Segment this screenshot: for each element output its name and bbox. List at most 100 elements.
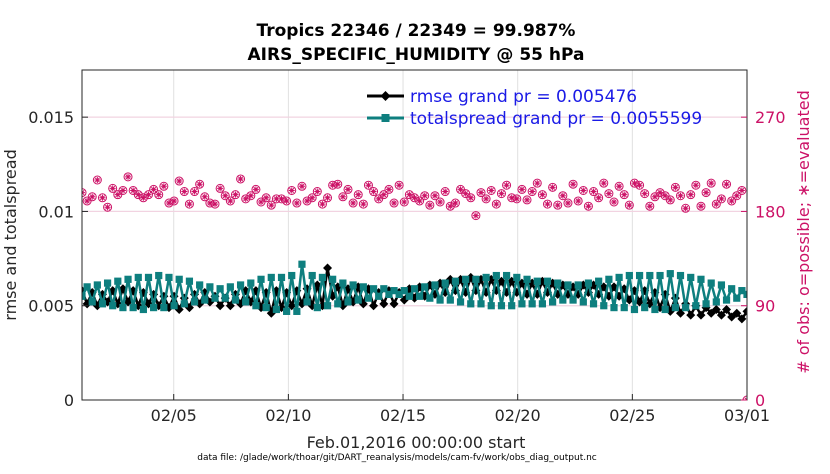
obs-count-point	[123, 172, 133, 182]
obs-possible-marker	[82, 188, 87, 198]
obs-possible-marker	[343, 184, 353, 194]
obs-count-point	[118, 185, 128, 195]
totalspread-point	[482, 273, 490, 282]
totalspread-point	[262, 304, 270, 312]
totalspread-point	[722, 296, 731, 304]
obs-evaluated-marker	[631, 180, 638, 187]
obs-count-point	[292, 198, 302, 208]
obs-evaluated-marker	[247, 192, 254, 199]
totalspread-point	[410, 285, 419, 293]
totalspread-point	[277, 273, 286, 282]
obs-count-point	[676, 191, 685, 201]
obs-count-point	[307, 193, 317, 203]
obs-count-point	[169, 196, 179, 206]
obs-possible-marker	[230, 190, 240, 200]
obs-count-point	[450, 198, 460, 208]
totalspread-point	[349, 281, 357, 289]
totalspread-point	[257, 275, 265, 283]
totalspread-point	[497, 302, 506, 310]
obs-count-point	[261, 193, 271, 203]
totalspread-point	[584, 279, 593, 287]
totalspread-point	[139, 305, 147, 314]
obs-possible-marker	[604, 189, 614, 199]
obs-possible-marker	[184, 199, 194, 209]
y-left-tick-label: 0	[64, 391, 74, 410]
obs-evaluated-marker	[401, 199, 408, 205]
obs-count-point	[184, 199, 194, 209]
obs-count-point	[543, 199, 552, 209]
obs-count-point	[374, 194, 384, 204]
obs-possible-marker	[389, 198, 399, 208]
totalspread-point	[385, 290, 393, 298]
obs-count-point	[200, 192, 210, 202]
totalspread-point	[93, 281, 101, 289]
obs-evaluated-marker	[508, 194, 515, 201]
obs-count-point	[732, 191, 742, 201]
obs-evaluated-marker	[135, 191, 142, 198]
rmse-point	[737, 314, 747, 324]
obs-count-point	[645, 201, 655, 211]
totalspread-point	[421, 283, 429, 291]
obs-possible-marker	[410, 193, 419, 203]
chart-title-line2: AIRS_SPECIFIC_HUMIDITY @ 55 hPa	[248, 45, 585, 65]
obs-count-point	[343, 184, 353, 194]
obs-count-point	[614, 181, 624, 191]
x-axis-label: Feb.01,2016 00:00:00 start	[307, 433, 526, 452]
obs-possible-marker	[517, 184, 527, 194]
rmse-point	[716, 310, 726, 320]
obs-possible-marker	[353, 190, 363, 200]
obs-possible-marker	[629, 178, 639, 188]
obs-possible-marker	[312, 187, 322, 197]
obs-count-point	[97, 193, 107, 203]
obs-possible-marker	[568, 179, 578, 189]
obs-evaluated-marker	[478, 189, 484, 196]
totalspread-point	[124, 275, 132, 283]
obs-count-point	[317, 199, 327, 209]
obs-count-point	[220, 191, 230, 201]
obs-evaluated-marker	[355, 191, 362, 198]
obs-count-point	[404, 190, 414, 200]
obs-evaluated-marker	[145, 191, 152, 198]
obs-count-point	[164, 198, 174, 208]
obs-possible-marker	[338, 192, 348, 202]
obs-count-point	[624, 200, 634, 210]
totalspread-point	[462, 275, 470, 283]
obs-evaluated-marker	[431, 192, 438, 199]
totalspread-point	[298, 260, 306, 268]
totalspread-point	[528, 300, 536, 308]
obs-evaluated-marker	[268, 202, 275, 209]
obs-count-point	[149, 184, 159, 194]
obs-count-point	[589, 187, 599, 197]
obs-evaluated-marker	[119, 187, 126, 194]
obs-possible-marker	[195, 179, 205, 189]
obs-evaluated-marker	[687, 191, 694, 198]
totalspread-point	[231, 296, 240, 304]
obs-possible-marker	[363, 180, 373, 190]
obs-possible-marker	[384, 184, 394, 194]
y-axis-left-label: rmse and totalspread	[1, 149, 20, 320]
obs-possible-marker	[502, 180, 512, 190]
obs-possible-marker	[190, 187, 200, 197]
obs-evaluated-marker	[575, 197, 582, 204]
obs-evaluated-marker	[488, 187, 495, 194]
obs-count-point	[681, 203, 691, 213]
obs-evaluated-marker	[84, 197, 91, 204]
obs-possible-marker	[138, 193, 148, 203]
obs-count-point	[445, 201, 455, 211]
series-layer	[82, 172, 747, 400]
obs-possible-marker	[553, 200, 563, 210]
obs-possible-marker	[481, 194, 491, 204]
obs-evaluated-marker	[426, 202, 433, 209]
obs-possible-marker	[537, 190, 547, 200]
obs-possible-marker	[476, 188, 486, 198]
totalspread-point	[359, 283, 367, 291]
obs-count-point	[312, 187, 322, 197]
obs-count-point	[210, 199, 220, 209]
obs-possible-marker	[563, 198, 573, 208]
obs-count-point	[471, 211, 481, 221]
obs-count-point	[108, 183, 118, 193]
obs-count-point	[532, 178, 542, 188]
obs-possible-marker	[496, 189, 506, 199]
totalspread-point	[313, 304, 321, 312]
obs-count-point	[144, 190, 153, 200]
